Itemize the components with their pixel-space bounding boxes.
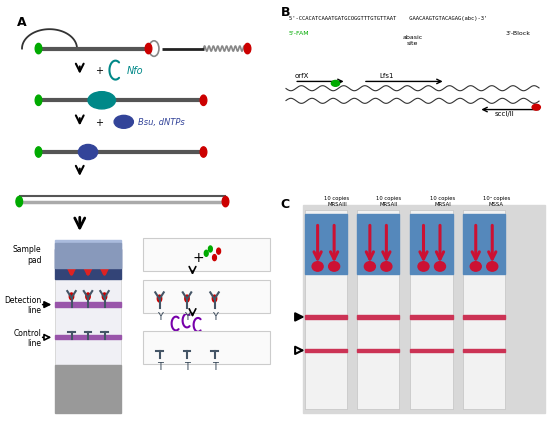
Circle shape bbox=[331, 81, 340, 87]
Text: Y: Y bbox=[157, 311, 162, 321]
Bar bbox=[55, 243, 121, 269]
Text: Nfo: Nfo bbox=[126, 66, 143, 76]
Bar bbox=[55, 302, 121, 307]
Circle shape bbox=[208, 246, 212, 252]
Text: Y: Y bbox=[212, 311, 217, 321]
Circle shape bbox=[102, 293, 107, 300]
Bar bbox=[463, 349, 505, 352]
Bar bbox=[463, 210, 505, 408]
Bar bbox=[302, 206, 544, 414]
Circle shape bbox=[185, 295, 189, 302]
Circle shape bbox=[222, 197, 229, 207]
Circle shape bbox=[157, 295, 162, 302]
Circle shape bbox=[145, 44, 152, 55]
Bar bbox=[305, 349, 347, 352]
Text: Y: Y bbox=[184, 311, 190, 321]
Bar bbox=[55, 249, 121, 280]
Bar bbox=[55, 271, 121, 366]
Text: T: T bbox=[184, 361, 190, 371]
Circle shape bbox=[200, 96, 207, 106]
Circle shape bbox=[16, 197, 23, 207]
Circle shape bbox=[434, 262, 446, 272]
Circle shape bbox=[212, 255, 217, 261]
Circle shape bbox=[312, 262, 323, 272]
Circle shape bbox=[217, 249, 221, 255]
Bar bbox=[55, 366, 121, 413]
Text: 5'-FAM: 5'-FAM bbox=[289, 31, 309, 36]
Circle shape bbox=[532, 105, 540, 111]
Circle shape bbox=[35, 96, 42, 106]
Text: Bsu, dNTPs: Bsu, dNTPs bbox=[138, 118, 184, 127]
Bar bbox=[410, 349, 453, 352]
Circle shape bbox=[205, 251, 208, 257]
Ellipse shape bbox=[88, 92, 116, 110]
Text: 5'-CCACATCAAATGATGCOGGTTTGTGTTAAT    GAACAAGTGTACAGAG(abc)-3': 5'-CCACATCAAATGATGCOGGTTTGTGTTAAT GAACAA… bbox=[289, 15, 487, 21]
FancyBboxPatch shape bbox=[143, 281, 270, 313]
Bar bbox=[463, 215, 505, 274]
Text: A: A bbox=[16, 16, 26, 29]
Text: B: B bbox=[280, 6, 290, 19]
Text: 10 copies
MRSAIII: 10 copies MRSAIII bbox=[324, 196, 349, 207]
Circle shape bbox=[487, 262, 498, 272]
Ellipse shape bbox=[78, 145, 98, 160]
Text: T: T bbox=[157, 361, 162, 371]
Text: sccl/II: sccl/II bbox=[495, 111, 515, 117]
Bar bbox=[463, 316, 505, 319]
Bar bbox=[357, 215, 399, 274]
Bar bbox=[410, 210, 453, 408]
Bar bbox=[410, 316, 453, 319]
Text: Sample
pad: Sample pad bbox=[13, 245, 41, 264]
Text: abasic
site: abasic site bbox=[403, 35, 422, 46]
Bar bbox=[305, 210, 347, 408]
Ellipse shape bbox=[114, 116, 133, 129]
Circle shape bbox=[381, 262, 392, 272]
Text: C: C bbox=[280, 197, 290, 210]
Text: 10⁴ copies
MSSA: 10⁴ copies MSSA bbox=[483, 196, 510, 207]
Text: T: T bbox=[212, 361, 217, 371]
Text: 3'-Block: 3'-Block bbox=[506, 31, 531, 36]
Circle shape bbox=[35, 44, 42, 55]
Circle shape bbox=[470, 262, 481, 272]
Text: +: + bbox=[96, 66, 107, 76]
Text: Control
line: Control line bbox=[13, 328, 41, 347]
Bar bbox=[305, 316, 347, 319]
FancyBboxPatch shape bbox=[143, 239, 270, 271]
Bar bbox=[410, 215, 453, 274]
Circle shape bbox=[35, 147, 42, 158]
Bar bbox=[55, 241, 121, 269]
Text: +: + bbox=[96, 117, 107, 128]
Circle shape bbox=[244, 44, 251, 55]
Text: orfX: orfX bbox=[294, 73, 309, 79]
Text: +: + bbox=[192, 250, 204, 264]
Text: 10 copies
MRSAII: 10 copies MRSAII bbox=[377, 196, 402, 207]
Circle shape bbox=[364, 262, 375, 272]
Bar bbox=[357, 210, 399, 408]
Circle shape bbox=[200, 147, 207, 158]
Bar bbox=[55, 335, 121, 340]
Circle shape bbox=[418, 262, 429, 272]
Circle shape bbox=[69, 293, 74, 300]
Circle shape bbox=[86, 293, 90, 300]
Bar bbox=[357, 349, 399, 352]
Text: 10 copies
MRSAI: 10 copies MRSAI bbox=[430, 196, 455, 207]
Text: Lfs1: Lfs1 bbox=[379, 73, 394, 79]
Circle shape bbox=[329, 262, 340, 272]
Bar bbox=[305, 215, 347, 274]
Bar bbox=[357, 316, 399, 319]
FancyBboxPatch shape bbox=[143, 332, 270, 364]
Text: Detection
line: Detection line bbox=[4, 295, 41, 315]
Circle shape bbox=[212, 295, 217, 302]
